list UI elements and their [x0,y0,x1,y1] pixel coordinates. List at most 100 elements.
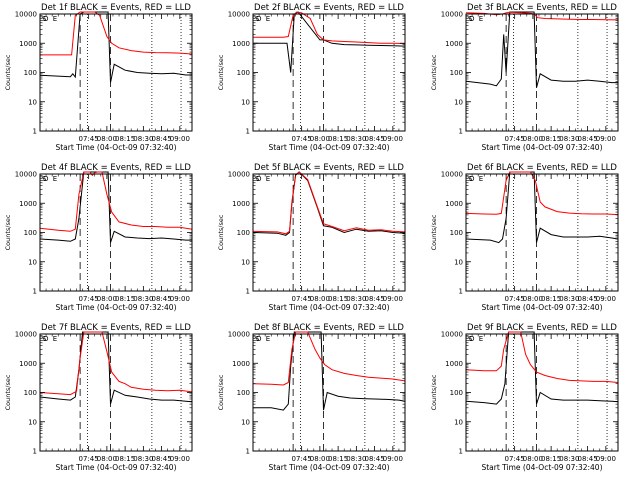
x-tick-label: 07:45 [79,455,99,463]
y-tick-label: 10000 [228,11,250,19]
x-tick-label: 07:45 [292,455,312,463]
phase-marker-o: O [256,15,262,23]
x-tick-label: 09:00 [170,135,190,143]
y-tick-label: 1 [33,448,37,456]
y-tick-label: 10 [454,98,463,106]
y-axis-label: Counts/sec [430,54,438,90]
phase-marker-o: O [469,15,475,23]
plot-frame [465,333,619,452]
phase-marker-s: S [42,335,47,343]
y-tick-label: 1000 [232,40,250,48]
x-tick-label: 08:30 [559,135,579,143]
chart-title: Det 9f BLACK = Events, RED = LLD [467,323,617,333]
phase-marker-e: E [479,335,483,343]
series-events-line [253,331,405,411]
plot-frame [252,333,406,452]
x-tick-label: 07:45 [79,135,99,143]
y-tick-label: 100 [450,389,463,397]
phase-marker-e: E [53,15,57,23]
x-tick-label: 08:00 [310,135,330,143]
detector-panel-2: Det 2f BLACK = Events, RED = LLD 1 10 100 10… [217,3,406,152]
y-tick-label: 10 [28,98,37,106]
chart-title: Det 7f BLACK = Events, RED = LLD [41,323,191,333]
x-tick-label: 08:00 [523,295,543,303]
phase-marker-e: E [266,335,270,343]
y-tick-label: 10 [241,418,250,426]
x-tick-label: 07:45 [505,455,525,463]
phase-marker-e: E [53,335,57,343]
x-tick-label: 08:45 [365,455,385,463]
series-lld-line [466,11,618,21]
series-lld-line [466,171,618,216]
x-tick-label: 09:00 [170,455,190,463]
x-tick-label: 08:45 [365,135,385,143]
chart-title: Det 2f BLACK = Events, RED = LLD [254,3,404,13]
y-tick-label: 1000 [19,40,37,48]
x-tick-label: 08:45 [152,135,172,143]
x-tick-label: 08:00 [523,455,543,463]
x-tick-label: 08:45 [365,295,385,303]
phase-marker-s: S [42,175,47,183]
y-tick-label: 10000 [15,331,37,339]
detector-panel-4: Det 4f BLACK = Events, RED = LLD 1 10 100 10… [4,163,193,312]
y-tick-label: 1000 [19,200,37,208]
x-tick-label: 09:00 [596,135,616,143]
x-tick-label: 08:15 [541,295,561,303]
y-tick-label: 1000 [232,360,250,368]
y-tick-label: 10000 [441,331,463,339]
phase-marker-o: O [43,175,49,183]
y-axis-label: Counts/sec [4,54,12,90]
x-tick-label: 07:45 [505,295,525,303]
series-lld-line [466,331,618,383]
y-tick-label: 10000 [228,331,250,339]
y-tick-label: 1000 [445,360,463,368]
detector-panel-3: Det 3f BLACK = Events, RED = LLD 1 10 100 10… [430,3,619,152]
detector-panel-7: Det 7f BLACK = Events, RED = LLD 1 10 100 10… [4,323,193,472]
phase-marker-o: O [256,175,262,183]
x-tick-label: 08:15 [328,295,348,303]
plot-frame [252,13,406,132]
x-tick-label: 08:30 [133,455,153,463]
y-tick-label: 1000 [445,40,463,48]
y-tick-label: 100 [237,229,250,237]
phase-marker-e: E [266,175,270,183]
y-tick-label: 100 [237,69,250,77]
x-tick-label: 08:15 [115,295,135,303]
y-tick-label: 10000 [228,171,250,179]
x-axis-label: Start Time (04-Oct-09 07:32:40) [481,303,602,312]
x-tick-label: 09:00 [383,135,403,143]
y-tick-label: 100 [237,389,250,397]
y-tick-label: 1000 [19,360,37,368]
series-events-line [466,11,618,88]
phase-marker-s: S [468,335,473,343]
x-tick-label: 08:45 [152,455,172,463]
y-tick-label: 100 [24,389,37,397]
y-tick-label: 10 [241,258,250,266]
phase-marker-o: O [469,335,475,343]
series-events-line [466,171,618,244]
y-tick-label: 1000 [232,200,250,208]
phase-marker-o: O [43,335,49,343]
x-axis-label: Start Time (04-Oct-09 07:32:40) [55,463,176,472]
series-lld-line [40,11,192,56]
y-tick-label: 1 [459,448,463,456]
y-tick-label: 1000 [445,200,463,208]
x-tick-label: 08:30 [346,455,366,463]
x-tick-label: 08:15 [115,135,135,143]
x-tick-label: 08:15 [328,135,348,143]
y-tick-label: 100 [450,69,463,77]
x-tick-label: 08:15 [328,455,348,463]
x-tick-label: 08:00 [310,455,330,463]
series-events-line [40,11,192,83]
x-tick-label: 07:45 [292,295,312,303]
x-tick-label: 09:00 [383,295,403,303]
series-events-line [253,11,405,73]
y-axis-label: Counts/sec [430,374,438,410]
y-axis-label: Counts/sec [4,374,12,410]
x-tick-label: 08:45 [152,295,172,303]
y-tick-label: 100 [450,229,463,237]
x-tick-label: 08:30 [133,295,153,303]
x-tick-label: 08:45 [578,455,598,463]
x-tick-label: 09:00 [170,295,190,303]
x-tick-label: 07:45 [292,135,312,143]
